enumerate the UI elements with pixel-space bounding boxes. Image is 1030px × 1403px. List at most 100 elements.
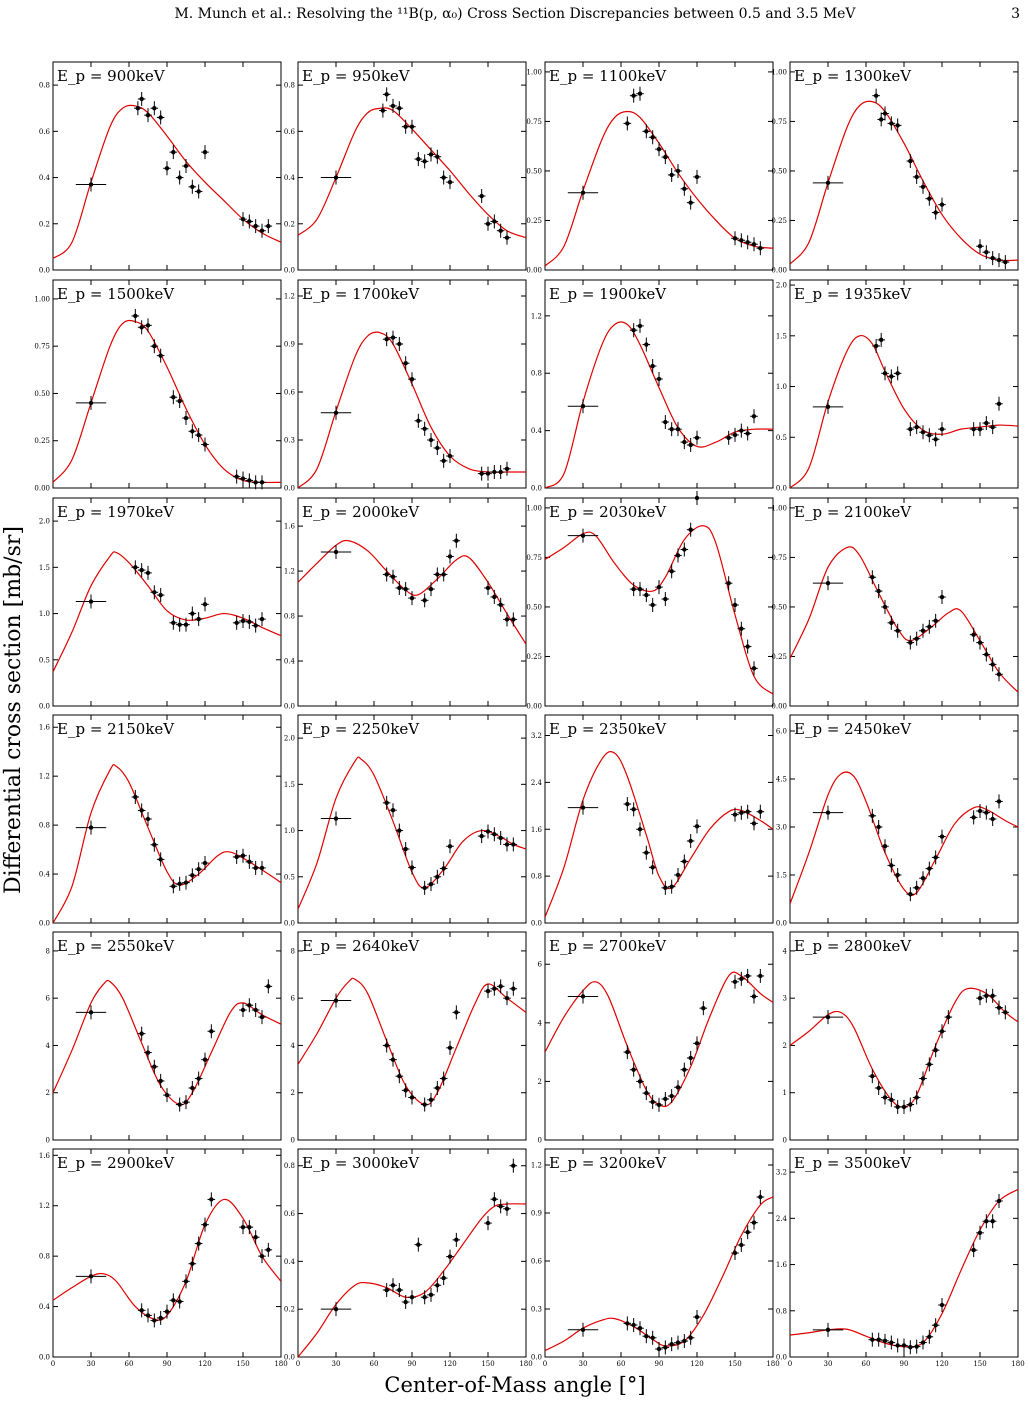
data-marker (403, 361, 408, 366)
page-header: M. Munch et al.: Resolving the ¹¹B(p, α₀… (0, 0, 1030, 40)
data-point (484, 466, 492, 481)
data-point (912, 880, 921, 895)
data-point (912, 631, 921, 646)
data-marker (637, 827, 643, 832)
data-marker (209, 1197, 214, 1202)
y-tick-label: 0.0 (39, 1354, 50, 1362)
data-point (163, 161, 171, 176)
data-marker (663, 1345, 668, 1350)
data-marker (158, 115, 163, 120)
data-point (251, 860, 260, 875)
data-point (648, 359, 657, 374)
data-point (931, 850, 940, 865)
x-tick-label: 60 (125, 1360, 134, 1368)
data-point (567, 399, 599, 414)
data-point (258, 475, 266, 490)
chart-panel: 0.0 0.4 0.8 1.2 1.6 0 30 60 90 120 150 180 E_p = 290… (39, 1148, 288, 1368)
data-point (201, 145, 209, 160)
data-marker (390, 574, 396, 579)
data-point (408, 591, 416, 606)
data-point (693, 430, 701, 445)
data-point (812, 175, 844, 190)
y-tick-label: 0.50 (771, 603, 787, 611)
data-marker (908, 892, 913, 897)
data-marker (669, 172, 674, 178)
data-marker (171, 620, 176, 625)
y-tick-label: 8 (291, 947, 295, 955)
data-marker (380, 108, 386, 113)
data-point (258, 223, 266, 238)
data-marker (253, 623, 258, 628)
data-marker (441, 1275, 446, 1281)
data-marker (901, 1104, 907, 1110)
x-tick-label: 0 (51, 1360, 55, 1368)
data-point (680, 1334, 689, 1348)
data-marker (190, 1261, 195, 1266)
data-point (503, 461, 511, 476)
data-marker (637, 91, 643, 96)
data-point (674, 163, 682, 178)
plot-frame (52, 931, 282, 1141)
data-marker (183, 1279, 189, 1284)
data-marker (870, 575, 875, 580)
data-marker (650, 865, 655, 870)
data-point (737, 971, 746, 986)
data-marker (663, 596, 668, 602)
data-marker (996, 672, 1002, 677)
data-point (503, 991, 511, 1006)
data-point (874, 584, 883, 599)
y-tick-label: 2 (46, 1089, 50, 1097)
data-marker (990, 993, 995, 999)
data-point (75, 177, 107, 192)
panel-label: E_p = 2100keV (794, 503, 912, 521)
data-point (182, 411, 190, 426)
data-point (264, 1242, 273, 1257)
data-point (496, 597, 505, 612)
data-marker (498, 835, 503, 841)
data-point (175, 1097, 184, 1112)
plot-frame (544, 497, 774, 707)
data-point (674, 548, 682, 563)
data-point (674, 867, 682, 882)
data-marker (247, 859, 252, 865)
data-point (509, 837, 518, 852)
data-marker (428, 1097, 434, 1103)
data-marker (927, 196, 932, 201)
data-point (931, 1043, 940, 1058)
data-marker (971, 815, 976, 820)
panel-label: E_p = 1935keV (794, 285, 912, 303)
data-point (194, 184, 203, 199)
data-marker (145, 570, 151, 576)
data-point (667, 879, 676, 894)
data-point (567, 989, 599, 1004)
data-marker (644, 342, 649, 347)
data-point (134, 101, 142, 116)
data-marker (152, 343, 157, 349)
chart-panel: 0.0 0.3 0.6 0.9 1.2 0 30 60 90 120 150 180 E_p = 320… (531, 1148, 780, 1368)
data-marker (209, 1029, 214, 1034)
data-marker (939, 1302, 945, 1308)
data-point (667, 1337, 676, 1352)
data-marker (397, 341, 402, 347)
data-point (648, 1330, 657, 1345)
data-marker (240, 1007, 246, 1013)
fit-curve (298, 331, 526, 488)
data-point (382, 1283, 391, 1298)
data-marker (694, 824, 700, 829)
data-marker (88, 599, 94, 604)
y-tick-label: 1.6 (776, 1261, 788, 1269)
data-point (251, 1230, 260, 1245)
data-marker (688, 200, 693, 205)
data-marker (422, 1295, 427, 1300)
x-tick-label: 0 (296, 1360, 300, 1368)
data-point (674, 422, 682, 437)
data-point (686, 1330, 695, 1345)
data-point (490, 214, 499, 229)
data-marker (164, 1092, 170, 1098)
data-point (245, 854, 254, 869)
data-marker (397, 1287, 402, 1293)
x-tick-label: 60 (370, 1360, 379, 1368)
data-marker (428, 152, 434, 157)
data-point (731, 231, 739, 246)
data-point (636, 822, 644, 837)
